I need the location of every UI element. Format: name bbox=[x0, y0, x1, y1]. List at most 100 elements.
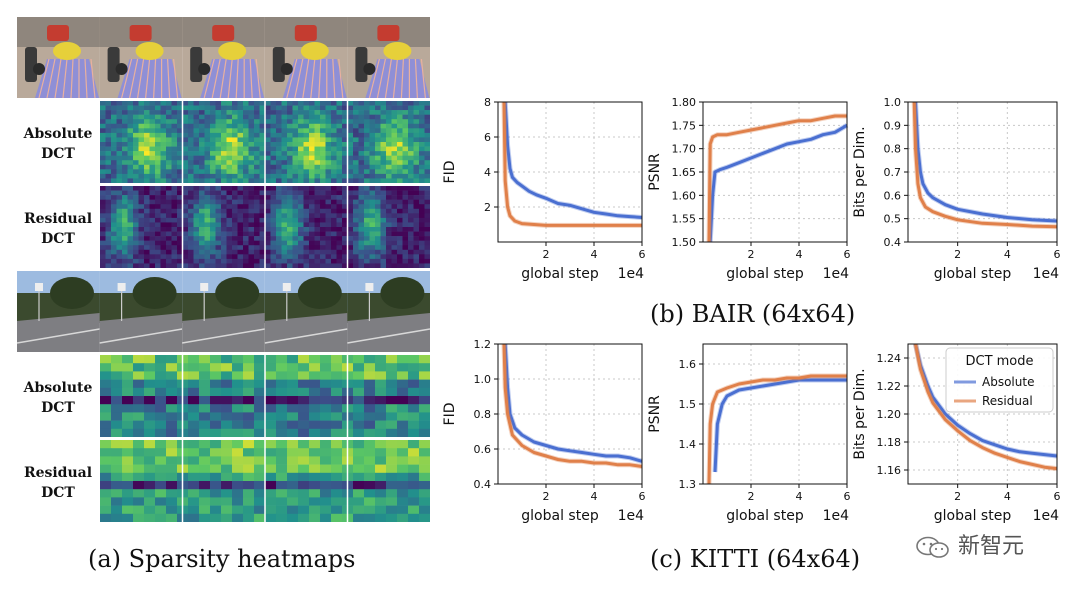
row-label-line1: Residual bbox=[23, 465, 93, 481]
y-axis-label: Bits per Dim. bbox=[852, 126, 868, 217]
row-label-line1: Residual bbox=[23, 211, 93, 227]
x-axis-label: global step bbox=[726, 266, 804, 282]
chart-kitti-fid: 2 4 6 0.4 0.6 0.8 1.0 1.2 global step 1e4 FID bbox=[442, 338, 646, 524]
x-axis-multiplier: 1e4 bbox=[1033, 508, 1060, 524]
series-residual-line-shadow bbox=[911, 101, 1058, 230]
legend-residual-label: Residual bbox=[982, 394, 1033, 408]
bair-frame bbox=[182, 17, 265, 98]
y-tick-label: 1.18 bbox=[877, 436, 902, 449]
x-axis-label: global step bbox=[726, 508, 804, 524]
series-residual-line bbox=[914, 343, 1058, 471]
caption-a: (a) Sparsity heatmaps bbox=[88, 545, 356, 573]
watermark: 新智元 bbox=[915, 528, 1024, 560]
series-absolute-line-shadow bbox=[712, 377, 847, 473]
y-tick-label: 2 bbox=[484, 201, 491, 214]
x-axis-multiplier: 1e4 bbox=[1033, 266, 1060, 282]
chart-kitti-bpd: 2 4 6 1.16 1.18 1.20 1.22 1.24 global step 1e4 Bit… bbox=[852, 343, 1061, 524]
chart-bair-fid: 2 4 6 2 4 6 8 global step 1e4 FID bbox=[442, 96, 646, 282]
caption-b: (b) BAIR (64x64) bbox=[650, 300, 856, 328]
series-absolute-line-shadow bbox=[913, 101, 1058, 224]
kitti-frame bbox=[17, 271, 100, 352]
x-tick-label: 4 bbox=[1004, 248, 1011, 261]
axes-frame bbox=[702, 343, 848, 485]
kitti-frame bbox=[182, 271, 265, 352]
row-label-bair-residual: Residual DCT bbox=[18, 209, 98, 249]
y-tick-label: 0.8 bbox=[474, 408, 492, 421]
y-axis-label: Bits per Dim. bbox=[852, 368, 868, 459]
grid bbox=[703, 344, 848, 485]
y-tick-label: 0.9 bbox=[884, 119, 902, 132]
x-axis-label: global step bbox=[934, 266, 1012, 282]
kitti-residual-heatmap bbox=[100, 440, 430, 522]
y-tick-label: 1.75 bbox=[672, 119, 697, 132]
y-tick-label: 8 bbox=[484, 96, 491, 109]
x-axis-label: global step bbox=[521, 266, 599, 282]
x-axis-multiplier: 1e4 bbox=[823, 508, 850, 524]
x-tick-label: 6 bbox=[639, 248, 646, 261]
x-tick-label: 6 bbox=[1054, 490, 1061, 503]
y-tick-label: 1.60 bbox=[672, 189, 697, 202]
row-label-line2: DCT bbox=[41, 146, 75, 162]
x-tick-label: 4 bbox=[796, 490, 803, 503]
x-axis-label: global step bbox=[521, 508, 599, 524]
series-absolute-line bbox=[503, 343, 643, 463]
x-tick-label: 4 bbox=[591, 248, 598, 261]
y-tick-label: 0.6 bbox=[884, 189, 902, 202]
y-tick-label: 1.4 bbox=[679, 438, 697, 451]
series-absolute-line bbox=[708, 124, 848, 243]
series-residual-line bbox=[912, 101, 1058, 229]
y-tick-label: 0.8 bbox=[884, 143, 902, 156]
series-residual-line bbox=[502, 101, 642, 227]
bair-frame bbox=[17, 17, 100, 98]
bair-photo-frames bbox=[17, 17, 430, 98]
bair-frame bbox=[347, 17, 430, 98]
bair-frame bbox=[264, 17, 348, 98]
y-tick-label: 0.4 bbox=[474, 478, 492, 491]
x-tick-label: 2 bbox=[748, 490, 755, 503]
y-axis-label: FID bbox=[442, 161, 458, 184]
y-tick-label: 4 bbox=[484, 166, 491, 179]
row-label-bair-absolute: Absolute DCT bbox=[18, 124, 98, 164]
x-tick-label: 2 bbox=[748, 248, 755, 261]
y-axis-label: PSNR bbox=[647, 153, 663, 191]
series-absolute-line-shadow bbox=[502, 101, 643, 220]
x-tick-label: 6 bbox=[1054, 248, 1061, 261]
kitti-frame bbox=[99, 271, 183, 352]
row-label-line2: DCT bbox=[41, 231, 75, 247]
legend-absolute-label: Absolute bbox=[982, 375, 1034, 389]
series-residual-line bbox=[707, 374, 847, 485]
x-axis-multiplier: 1e4 bbox=[618, 508, 645, 524]
x-tick-label: 2 bbox=[954, 248, 961, 261]
x-tick-label: 4 bbox=[1004, 490, 1011, 503]
y-tick-label: 1.65 bbox=[672, 166, 697, 179]
y-tick-label: 1.22 bbox=[877, 380, 902, 393]
y-tick-label: 1.5 bbox=[679, 398, 697, 411]
y-tick-label: 1.50 bbox=[672, 236, 697, 249]
x-axis-label: global step bbox=[934, 508, 1012, 524]
chart-bair-bpd: 2 4 6 0.4 0.5 0.6 0.7 0.8 0.9 1.0 global step 1e4 Bi… bbox=[852, 96, 1061, 282]
y-tick-label: 1.24 bbox=[877, 352, 902, 365]
y-axis-label: FID bbox=[442, 403, 458, 426]
chart-kitti-psnr: 2 4 6 1.3 1.4 1.5 1.6 global step 1e4 PSNR bbox=[647, 343, 851, 524]
heatmap-cells bbox=[100, 355, 430, 437]
legend-title: DCT mode bbox=[965, 354, 1033, 369]
x-tick-label: 6 bbox=[844, 248, 851, 261]
heatmap-cells bbox=[100, 186, 430, 268]
y-tick-label: 1.2 bbox=[474, 338, 492, 351]
watermark-text: 新智元 bbox=[958, 534, 1025, 559]
y-tick-label: 0.7 bbox=[884, 166, 902, 179]
chart-bair-psnr: 2 4 6 1.50 1.55 1.60 1.65 1.70 1.75 1.80 global st… bbox=[647, 96, 851, 282]
row-label-kitti-residual: Residual DCT bbox=[18, 463, 98, 503]
series-residual-line bbox=[502, 343, 643, 468]
y-tick-label: 1.20 bbox=[877, 408, 902, 421]
row-label-line2: DCT bbox=[41, 485, 75, 501]
row-label-line2: DCT bbox=[41, 400, 75, 416]
heatmap-cells bbox=[100, 101, 430, 183]
series-absolute-line bbox=[503, 101, 643, 219]
y-tick-label: 1.55 bbox=[672, 213, 697, 226]
kitti-photo-frames bbox=[17, 271, 430, 352]
x-tick-label: 4 bbox=[591, 490, 598, 503]
x-tick-label: 2 bbox=[543, 490, 550, 503]
x-tick-label: 2 bbox=[543, 248, 550, 261]
caption-c: (c) KITTI (64x64) bbox=[650, 545, 861, 573]
